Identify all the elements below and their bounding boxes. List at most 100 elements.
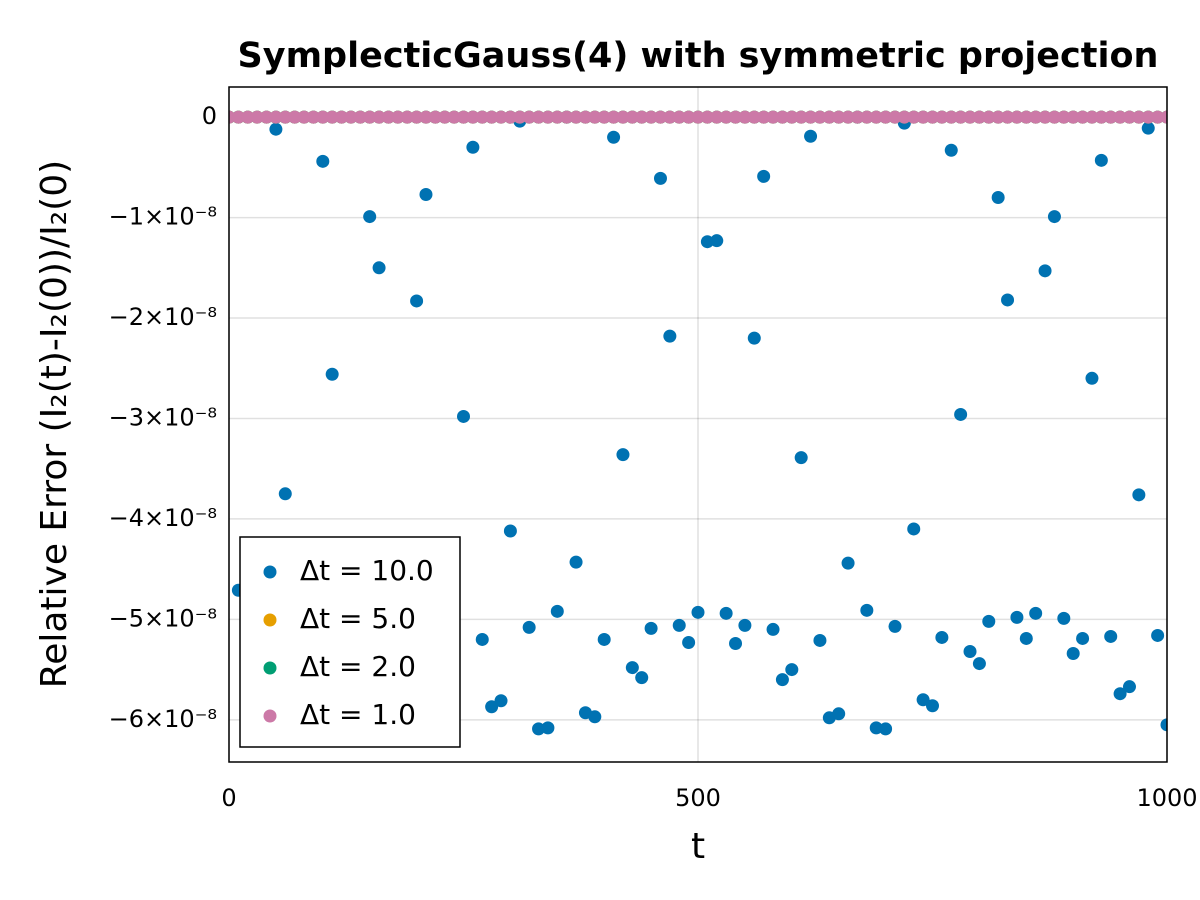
point — [344, 110, 358, 124]
point — [1094, 153, 1108, 167]
point — [747, 331, 761, 345]
point — [672, 110, 686, 124]
point — [766, 110, 780, 124]
point — [719, 606, 733, 620]
plot-frame — [228, 86, 1168, 763]
point — [391, 110, 405, 124]
point — [1010, 110, 1024, 124]
point — [963, 110, 977, 124]
point — [372, 261, 386, 275]
point — [907, 522, 921, 536]
point — [419, 187, 433, 201]
point — [785, 663, 799, 677]
point — [625, 110, 639, 124]
point — [926, 110, 939, 124]
point — [513, 110, 527, 124]
point — [1094, 110, 1108, 124]
point — [1019, 110, 1033, 124]
point — [982, 614, 996, 628]
point — [1066, 647, 1080, 661]
point — [1010, 610, 1024, 624]
point — [1066, 110, 1080, 124]
point — [522, 620, 536, 634]
legend-marker — [263, 709, 277, 723]
point — [682, 110, 696, 124]
point — [1085, 371, 1099, 385]
point — [569, 555, 583, 569]
point — [719, 110, 733, 124]
x-tick-label: 0 — [221, 784, 236, 812]
point — [729, 110, 743, 124]
point — [494, 110, 508, 124]
y-axis-label: Relative Error (I₂(t)-I₂(0))/I₂(0) — [34, 160, 75, 688]
point — [935, 630, 949, 644]
legend: Δt = 10.0 Δt = 5.0 Δt = 2.0 Δt = 1.0 — [239, 536, 461, 748]
point — [897, 110, 911, 124]
point — [522, 110, 536, 124]
point — [832, 110, 846, 124]
legend-label: Δt = 2.0 — [300, 650, 416, 683]
point — [381, 110, 395, 124]
point — [991, 110, 1005, 124]
point — [672, 618, 686, 632]
point — [485, 700, 499, 714]
point — [541, 721, 555, 735]
point — [1038, 264, 1052, 278]
point — [231, 110, 245, 124]
point — [841, 110, 855, 124]
point — [269, 122, 283, 136]
point — [616, 448, 630, 462]
point — [363, 110, 377, 124]
point — [419, 110, 433, 124]
point — [597, 632, 611, 646]
point — [503, 524, 517, 538]
point — [944, 110, 958, 124]
point — [663, 329, 677, 343]
point — [428, 110, 442, 124]
point — [1001, 110, 1015, 124]
point — [1151, 110, 1165, 124]
point — [372, 110, 386, 124]
point — [1160, 110, 1167, 124]
point — [813, 110, 827, 124]
point — [363, 210, 377, 224]
point — [1019, 631, 1033, 645]
point — [503, 110, 517, 124]
point — [785, 110, 799, 124]
point — [691, 605, 705, 619]
point — [700, 110, 714, 124]
legend-label: Δt = 5.0 — [300, 602, 416, 635]
point — [241, 110, 255, 124]
point — [1122, 680, 1136, 694]
point — [250, 110, 264, 124]
point — [410, 110, 424, 124]
legend-marker — [263, 565, 277, 579]
point — [869, 721, 883, 735]
point — [532, 110, 546, 124]
point — [278, 110, 292, 124]
point — [485, 110, 499, 124]
point — [1076, 110, 1090, 124]
point — [353, 110, 367, 124]
point — [982, 110, 996, 124]
point — [635, 671, 649, 685]
point — [804, 110, 818, 124]
legend-label: Δt = 10.0 — [300, 554, 434, 587]
point — [1151, 628, 1165, 642]
point — [597, 110, 611, 124]
point — [306, 110, 320, 124]
point — [972, 657, 986, 671]
y-tick-label: −1×10⁻⁸ — [109, 203, 217, 231]
point — [447, 110, 461, 124]
legend-box — [239, 536, 461, 748]
y-tick-label: −3×10⁻⁸ — [109, 403, 217, 431]
point — [700, 235, 714, 249]
point — [1104, 110, 1118, 124]
point — [738, 618, 752, 632]
point — [1085, 110, 1099, 124]
legend-marker — [263, 613, 277, 627]
point — [757, 169, 771, 183]
point — [1038, 110, 1052, 124]
point — [269, 110, 283, 124]
